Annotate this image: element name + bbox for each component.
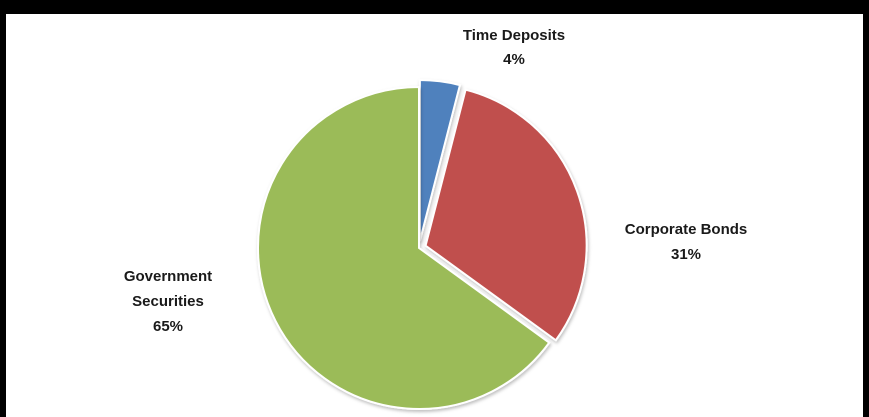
slice-value-corporate-bonds: 31% xyxy=(671,246,701,263)
slice-value-government-securities: 65% xyxy=(153,318,183,335)
slice-label-corporate-bonds: Corporate Bonds xyxy=(625,221,748,238)
pie-slice-corporate-bonds xyxy=(424,88,588,342)
slice-value-time-deposits: 4% xyxy=(503,51,525,68)
pie-slice-government-securities xyxy=(257,85,551,410)
slice-label-time-deposits: Time Deposits xyxy=(463,27,565,44)
slice-label-government-securities-1: Government xyxy=(124,268,212,285)
slice-label-government-securities-2: Securities xyxy=(132,293,204,310)
pie-slice-time-deposits xyxy=(418,79,462,242)
